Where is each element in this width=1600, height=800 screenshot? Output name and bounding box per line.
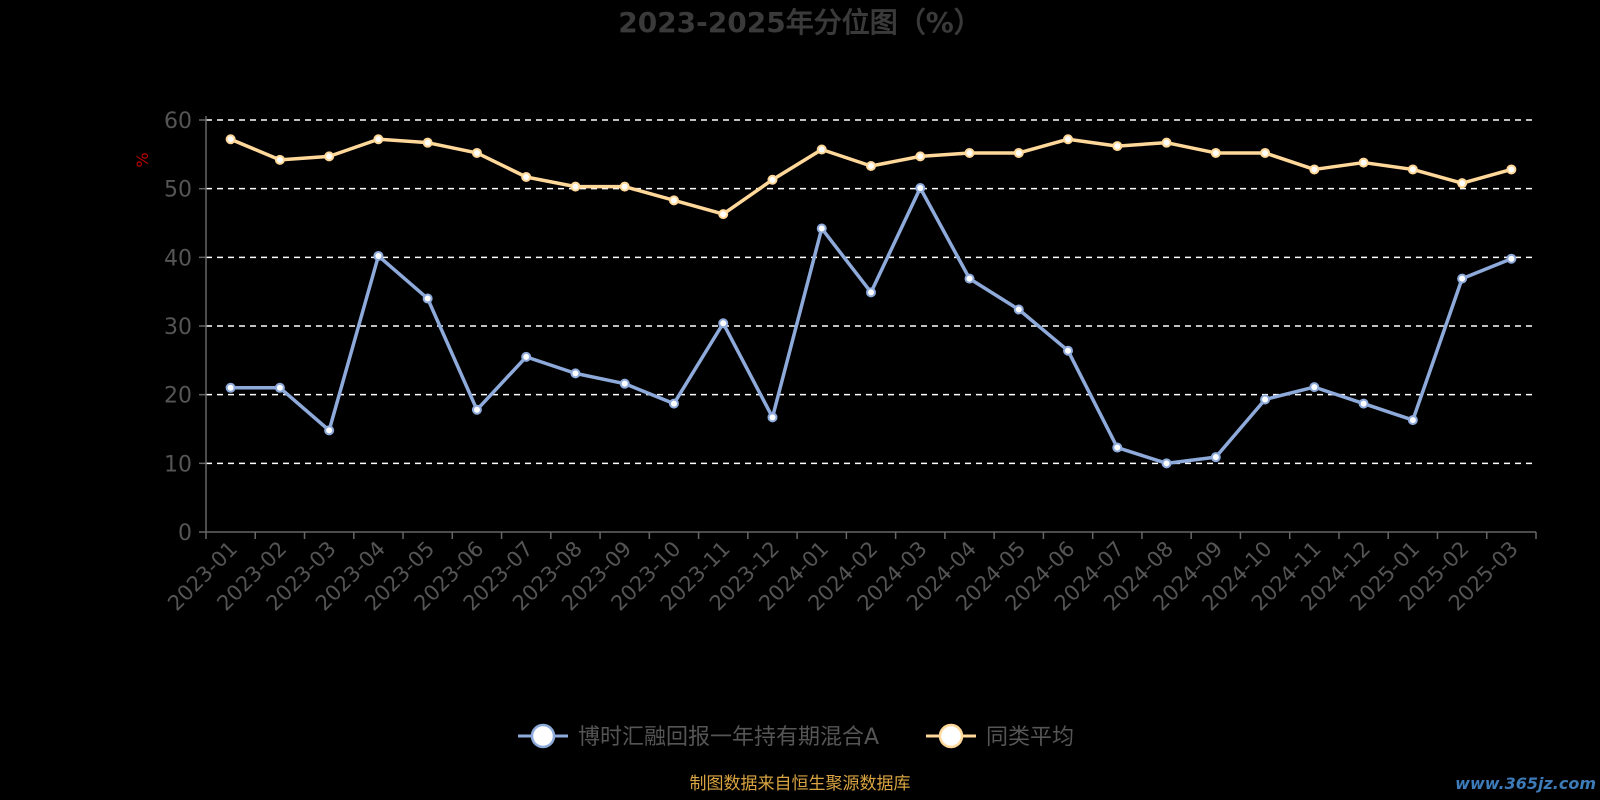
legend-marker (938, 723, 964, 749)
data-point[interactable] (225, 134, 236, 145)
data-point[interactable] (1309, 164, 1320, 175)
data-point[interactable] (373, 250, 384, 261)
data-point[interactable] (1210, 147, 1221, 158)
data-point[interactable] (767, 412, 778, 423)
data-point[interactable] (1112, 141, 1123, 152)
y-tick-label: 20 (164, 384, 192, 409)
y-tick-label: 10 (164, 452, 192, 477)
data-point[interactable] (1013, 147, 1024, 158)
data-point[interactable] (1260, 394, 1271, 405)
y-axis-label: % (133, 152, 152, 167)
data-point[interactable] (1407, 164, 1418, 175)
y-tick-label: 60 (164, 109, 192, 134)
y-tick-label: 50 (164, 178, 192, 203)
data-point[interactable] (324, 425, 335, 436)
y-tick-labels: 0 10 20 30 40 50 60 (164, 109, 192, 546)
y-tick-label: 0 (178, 521, 192, 546)
grid-lines (199, 119, 1536, 533)
data-source-note: 制图数据来自恒生聚源数据库 (690, 774, 911, 794)
x-tick-labels: 2023-012023-022023-032023-042023-052023-… (163, 537, 1523, 616)
legend-marker (530, 723, 556, 749)
data-point[interactable] (915, 151, 926, 162)
data-point[interactable] (1013, 304, 1024, 315)
data-point[interactable] (1063, 134, 1074, 145)
watermark: www.365jz.com (1455, 774, 1596, 793)
data-point[interactable] (521, 171, 532, 182)
data-point[interactable] (866, 161, 876, 172)
data-point[interactable] (1457, 273, 1468, 284)
data-point[interactable] (225, 382, 236, 393)
data-point[interactable] (767, 174, 778, 185)
legend-item-0[interactable]: 博时汇融回报一年持有期混合A (518, 723, 879, 750)
data-point[interactable] (1210, 452, 1221, 463)
data-point[interactable] (866, 287, 876, 298)
data-point[interactable] (471, 147, 482, 158)
legend-label: 同类平均 (986, 725, 1074, 750)
series-1 (225, 134, 1517, 220)
axes (205, 116, 1537, 539)
data-point[interactable] (274, 382, 285, 393)
legend-label: 博时汇融回报一年持有期混合A (578, 725, 879, 750)
data-point[interactable] (471, 404, 482, 415)
data-point[interactable] (1506, 164, 1517, 175)
legend-item-1[interactable]: 同类平均 (926, 723, 1074, 750)
data-point[interactable] (1112, 442, 1123, 453)
data-point[interactable] (422, 137, 433, 148)
data-point[interactable] (373, 134, 384, 145)
legend: 博时汇融回报一年持有期混合A 同类平均 (518, 723, 1074, 750)
data-point[interactable] (1358, 398, 1369, 409)
data-point[interactable] (619, 181, 630, 192)
data-point[interactable] (1260, 147, 1271, 158)
data-point[interactable] (1161, 458, 1172, 469)
data-point[interactable] (1407, 415, 1418, 426)
data-point[interactable] (1506, 253, 1517, 264)
data-point[interactable] (668, 398, 679, 409)
data-point[interactable] (1063, 345, 1074, 356)
data-point[interactable] (1161, 137, 1172, 148)
data-point[interactable] (668, 195, 679, 206)
data-point[interactable] (324, 151, 335, 162)
data-point[interactable] (274, 154, 285, 165)
data-point[interactable] (964, 147, 975, 158)
data-point[interactable] (521, 351, 532, 362)
data-point[interactable] (964, 273, 975, 284)
data-point[interactable] (1358, 157, 1369, 168)
data-point[interactable] (619, 378, 630, 389)
series-line (229, 137, 1512, 216)
data-point[interactable] (816, 223, 827, 234)
data-point[interactable] (1457, 178, 1468, 189)
y-tick-label: 30 (164, 315, 192, 340)
series-group (225, 134, 1517, 469)
data-point[interactable] (816, 144, 827, 155)
data-point[interactable] (422, 293, 433, 304)
chart-title: 2023-2025年分位图（%） (618, 6, 982, 39)
data-point[interactable] (718, 318, 729, 329)
data-point[interactable] (718, 209, 729, 220)
y-tick-label: 40 (164, 246, 192, 271)
data-point[interactable] (915, 182, 926, 193)
data-point[interactable] (1309, 382, 1320, 393)
data-point[interactable] (570, 181, 581, 192)
series-0 (225, 182, 1517, 469)
data-point[interactable] (570, 368, 581, 379)
